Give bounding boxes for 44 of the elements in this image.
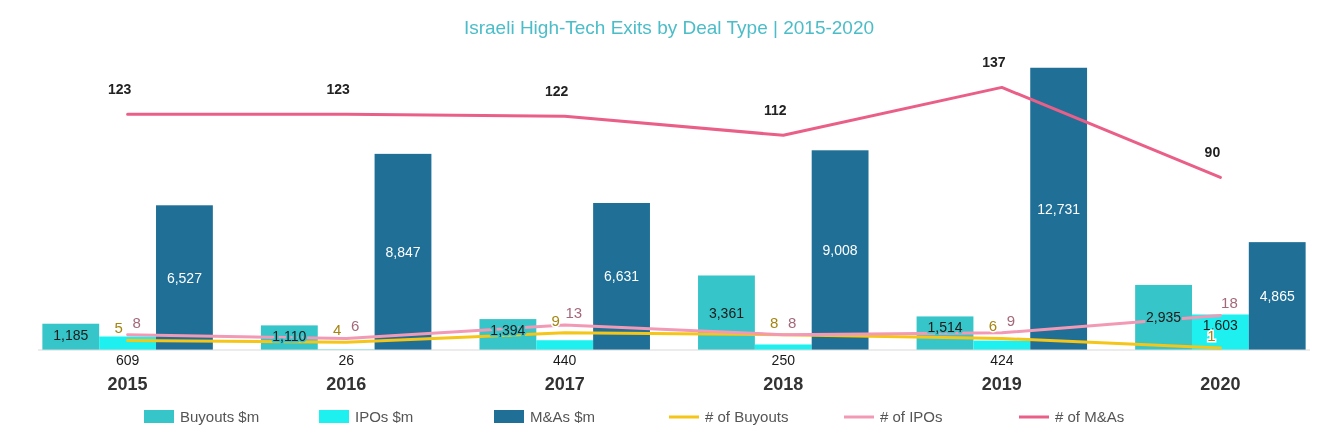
x-tick-label: 2020 — [1200, 374, 1241, 394]
data-label: 90 — [1204, 144, 1221, 161]
x-tick-label: 2016 — [326, 374, 367, 394]
x-tick-label: 2015 — [107, 374, 148, 394]
data-label: 4 — [332, 321, 342, 339]
data-label: 112 — [763, 102, 787, 119]
data-label: 424 — [990, 352, 1014, 368]
data-label: 9 — [551, 311, 560, 329]
data-label: 6,631 — [604, 268, 640, 285]
data-label: 8 — [788, 313, 797, 331]
data-label: 13 — [565, 304, 583, 322]
legend-label: IPOs $m — [355, 408, 414, 425]
legend-label: Buyouts $m — [180, 408, 260, 425]
data-label: 6 — [350, 317, 360, 335]
data-label: 18 — [1221, 294, 1238, 312]
legend-label: # of IPOs — [880, 408, 943, 425]
data-label: 12,731 — [1037, 200, 1081, 217]
data-label: 6,527 — [166, 269, 203, 286]
data-label: 1,514 — [927, 319, 963, 336]
x-tick-label: 2019 — [981, 374, 1022, 394]
chart-title: Israeli High-Tech Exits by Deal Type | 2015-2020 — [463, 17, 875, 38]
data-label: 8 — [770, 313, 779, 331]
data-label: 5 — [114, 319, 123, 337]
data-label: 137 — [982, 54, 1006, 71]
x-tick-label: 2017 — [544, 374, 585, 394]
data-label: 4,865 — [1259, 288, 1295, 305]
legend-label: M&As $m — [530, 408, 596, 425]
data-label: 609 — [115, 352, 140, 368]
data-label: 8,847 — [385, 243, 421, 260]
legend-label: # of Buyouts — [705, 408, 789, 425]
x-tick-label: 2018 — [763, 374, 804, 394]
legend-label: # of M&As — [1055, 408, 1125, 425]
data-label: 123 — [107, 81, 132, 98]
data-label: 3,361 — [708, 304, 745, 321]
data-label: 122 — [545, 83, 569, 100]
data-label: 9 — [1006, 311, 1016, 329]
data-label: 250 — [771, 352, 796, 368]
data-label: 9,008 — [822, 242, 858, 259]
data-label: 6 — [988, 317, 998, 335]
data-label: 440 — [553, 352, 577, 368]
data-label: 1,185 — [53, 326, 89, 343]
data-label: 26 — [338, 352, 355, 368]
data-label: 123 — [326, 81, 351, 98]
data-label: 8 — [132, 313, 141, 331]
